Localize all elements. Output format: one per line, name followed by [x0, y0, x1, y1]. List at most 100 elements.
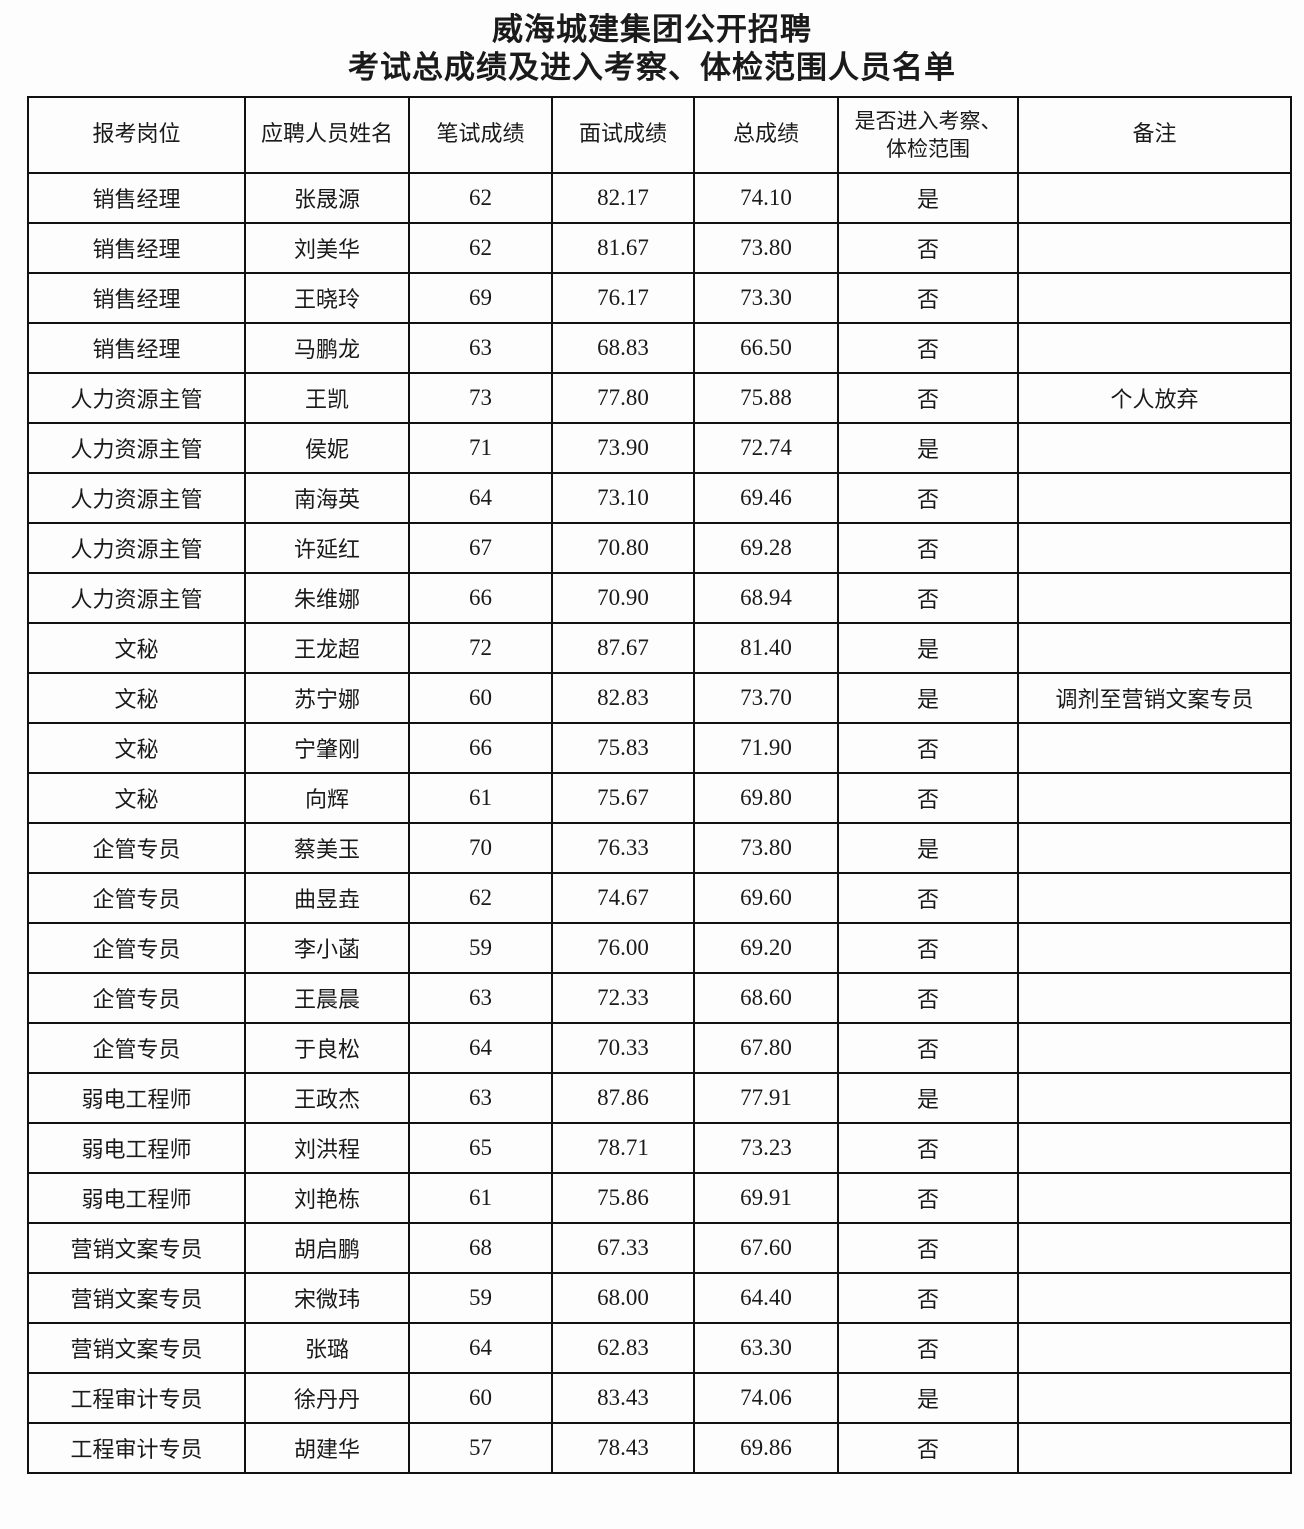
cell-total-score: 67.80	[693, 1022, 839, 1074]
column-header-name: 应聘人员姓名	[244, 96, 410, 174]
cell-in-scope: 否	[837, 1122, 1019, 1174]
table-row: 弱电工程师 刘艳栋 61 75.86 69.91 否	[27, 1172, 1292, 1224]
cell-name: 王凯	[244, 372, 410, 424]
column-header-interview-score: 面试成绩	[551, 96, 695, 174]
column-header-position: 报考岗位	[27, 96, 246, 174]
cell-name: 侯妮	[244, 422, 410, 474]
cell-written-score: 62	[408, 222, 553, 274]
cell-remarks	[1017, 222, 1292, 274]
cell-total-score: 77.91	[693, 1072, 839, 1124]
cell-remarks	[1017, 472, 1292, 524]
results-table: 报考岗位 应聘人员姓名 笔试成绩 面试成绩 总成绩 是否进入考察、 体检范围 备注 销售经理张…	[27, 96, 1292, 1474]
cell-name: 刘美华	[244, 222, 410, 274]
cell-position: 销售经理	[27, 272, 246, 324]
cell-position: 营销文案专员	[27, 1322, 246, 1374]
table-row: 弱电工程师 王政杰 63 87.86 77.91 是	[27, 1072, 1292, 1124]
cell-remarks	[1017, 572, 1292, 624]
cell-position: 文秘	[27, 772, 246, 824]
table-row: 销售经理 刘美华 62 81.67 73.80 否	[27, 222, 1292, 274]
cell-total-score: 73.23	[693, 1122, 839, 1174]
cell-interview-score: 70.90	[551, 572, 695, 624]
table-row: 文秘 苏宁娜 60 82.83 73.70 是调剂至营销文案专员	[27, 672, 1292, 724]
cell-name: 李小菡	[244, 922, 410, 974]
cell-position: 文秘	[27, 672, 246, 724]
cell-written-score: 71	[408, 422, 553, 474]
cell-interview-score: 73.10	[551, 472, 695, 524]
cell-position: 企管专员	[27, 922, 246, 974]
cell-total-score: 74.06	[693, 1372, 839, 1424]
cell-interview-score: 78.43	[551, 1422, 695, 1474]
cell-name: 曲昱垚	[244, 872, 410, 924]
cell-name: 王晓玲	[244, 272, 410, 324]
cell-written-score: 63	[408, 1072, 553, 1124]
cell-position: 人力资源主管	[27, 472, 246, 524]
cell-total-score: 69.28	[693, 522, 839, 574]
cell-remarks	[1017, 272, 1292, 324]
cell-interview-score: 77.80	[551, 372, 695, 424]
cell-remarks	[1017, 1072, 1292, 1124]
cell-name: 蔡美玉	[244, 822, 410, 874]
cell-position: 营销文案专员	[27, 1222, 246, 1274]
cell-name: 宋微玮	[244, 1272, 410, 1324]
cell-total-score: 67.60	[693, 1222, 839, 1274]
cell-remarks	[1017, 322, 1292, 374]
column-header-in-scope: 是否进入考察、 体检范围	[837, 96, 1019, 174]
cell-in-scope: 是	[837, 822, 1019, 874]
cell-in-scope: 是	[837, 672, 1019, 724]
cell-position: 人力资源主管	[27, 372, 246, 424]
table-row: 文秘 王龙超 72 87.67 81.40 是	[27, 622, 1292, 674]
cell-name: 张晟源	[244, 172, 410, 224]
cell-position: 文秘	[27, 622, 246, 674]
cell-in-scope: 否	[837, 1022, 1019, 1074]
cell-written-score: 59	[408, 1272, 553, 1324]
cell-remarks	[1017, 922, 1292, 974]
cell-total-score: 68.60	[693, 972, 839, 1024]
cell-total-score: 69.60	[693, 872, 839, 924]
table-row: 销售经理 张晟源 62 82.17 74.10 是	[27, 172, 1292, 224]
table-row: 人力资源主管 许延红 67 70.80 69.28 否	[27, 522, 1292, 574]
cell-position: 销售经理	[27, 172, 246, 224]
cell-remarks	[1017, 1422, 1292, 1474]
cell-written-score: 61	[408, 772, 553, 824]
cell-in-scope: 否	[837, 1422, 1019, 1474]
table-row: 人力资源主管 王凯 73 77.80 75.88 否个人放弃	[27, 372, 1292, 424]
cell-total-score: 69.20	[693, 922, 839, 974]
document-subtitle: 考试总成绩及进入考察、体检范围人员名单	[348, 50, 956, 86]
document-title: 威海城建集团公开招聘	[492, 12, 812, 48]
cell-position: 销售经理	[27, 222, 246, 274]
cell-remarks	[1017, 1122, 1292, 1174]
cell-in-scope: 否	[837, 222, 1019, 274]
cell-in-scope: 是	[837, 172, 1019, 224]
cell-name: 刘艳栋	[244, 1172, 410, 1224]
cell-written-score: 65	[408, 1122, 553, 1174]
table-row: 文秘 向辉 61 75.67 69.80 否	[27, 772, 1292, 824]
cell-remarks	[1017, 422, 1292, 474]
cell-name: 许延红	[244, 522, 410, 574]
cell-total-score: 72.74	[693, 422, 839, 474]
cell-written-score: 69	[408, 272, 553, 324]
cell-in-scope: 否	[837, 722, 1019, 774]
cell-written-score: 72	[408, 622, 553, 674]
cell-total-score: 66.50	[693, 322, 839, 374]
cell-name: 向辉	[244, 772, 410, 824]
cell-remarks	[1017, 1322, 1292, 1374]
cell-in-scope: 是	[837, 622, 1019, 674]
cell-name: 王龙超	[244, 622, 410, 674]
cell-interview-score: 76.00	[551, 922, 695, 974]
cell-in-scope: 否	[837, 372, 1019, 424]
cell-in-scope: 否	[837, 1272, 1019, 1324]
cell-position: 工程审计专员	[27, 1422, 246, 1474]
cell-position: 工程审计专员	[27, 1372, 246, 1424]
cell-in-scope: 否	[837, 772, 1019, 824]
cell-interview-score: 76.17	[551, 272, 695, 324]
table-row: 营销文案专员 张璐 64 62.83 63.30 否	[27, 1322, 1292, 1374]
table-row: 企管专员 李小菡 59 76.00 69.20 否	[27, 922, 1292, 974]
cell-position: 企管专员	[27, 822, 246, 874]
cell-interview-score: 73.90	[551, 422, 695, 474]
cell-total-score: 73.70	[693, 672, 839, 724]
cell-written-score: 63	[408, 322, 553, 374]
cell-remarks	[1017, 172, 1292, 224]
table-row: 企管专员 曲昱垚 62 74.67 69.60 否	[27, 872, 1292, 924]
cell-total-score: 73.80	[693, 822, 839, 874]
cell-written-score: 70	[408, 822, 553, 874]
